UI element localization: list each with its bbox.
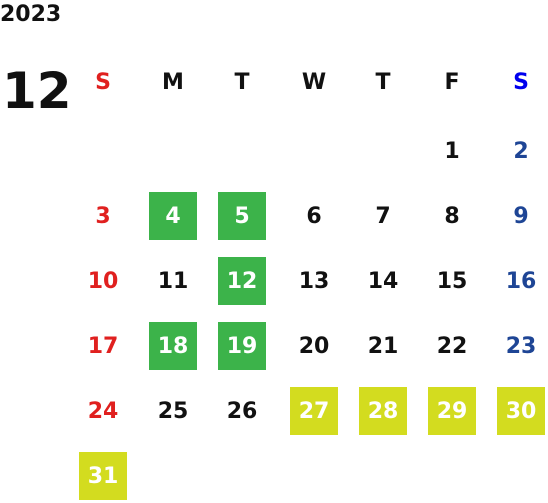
day: 6 [306,203,322,229]
day: 8 [444,203,460,229]
highlighted-day: 18 [149,322,197,370]
highlighted-day: 4 [149,192,197,240]
weekday-header: T [375,69,391,95]
weekday-header: S [513,69,529,95]
day: 2 [513,138,529,164]
day: 13 [298,268,330,294]
day: 16 [505,268,537,294]
day: 23 [505,333,537,359]
day: 26 [226,398,258,424]
day: 20 [298,333,330,359]
day: 21 [367,333,399,359]
year: 2023 [0,2,62,27]
highlighted-day: 29 [428,387,476,435]
day: 25 [157,398,189,424]
month: 12 [2,62,72,120]
highlighted-day: 5 [218,192,266,240]
highlighted-day: 19 [218,322,266,370]
day: 1 [444,138,460,164]
weekday-header: T [234,69,250,95]
highlighted-day: 27 [290,387,338,435]
day: 9 [513,203,529,229]
day: 17 [87,333,119,359]
highlighted-day: 28 [359,387,407,435]
day: 14 [367,268,399,294]
day: 11 [157,268,189,294]
highlighted-day: 31 [79,452,127,500]
weekday-header: S [95,69,111,95]
day: 24 [87,398,119,424]
weekday-header: F [444,69,460,95]
day: 7 [375,203,391,229]
day: 3 [95,203,111,229]
highlighted-day: 30 [497,387,545,435]
highlighted-day: 12 [218,257,266,305]
day: 22 [436,333,468,359]
day: 10 [87,268,119,294]
day: 15 [436,268,468,294]
weekday-header: W [301,69,327,95]
weekday-header: M [162,69,184,95]
